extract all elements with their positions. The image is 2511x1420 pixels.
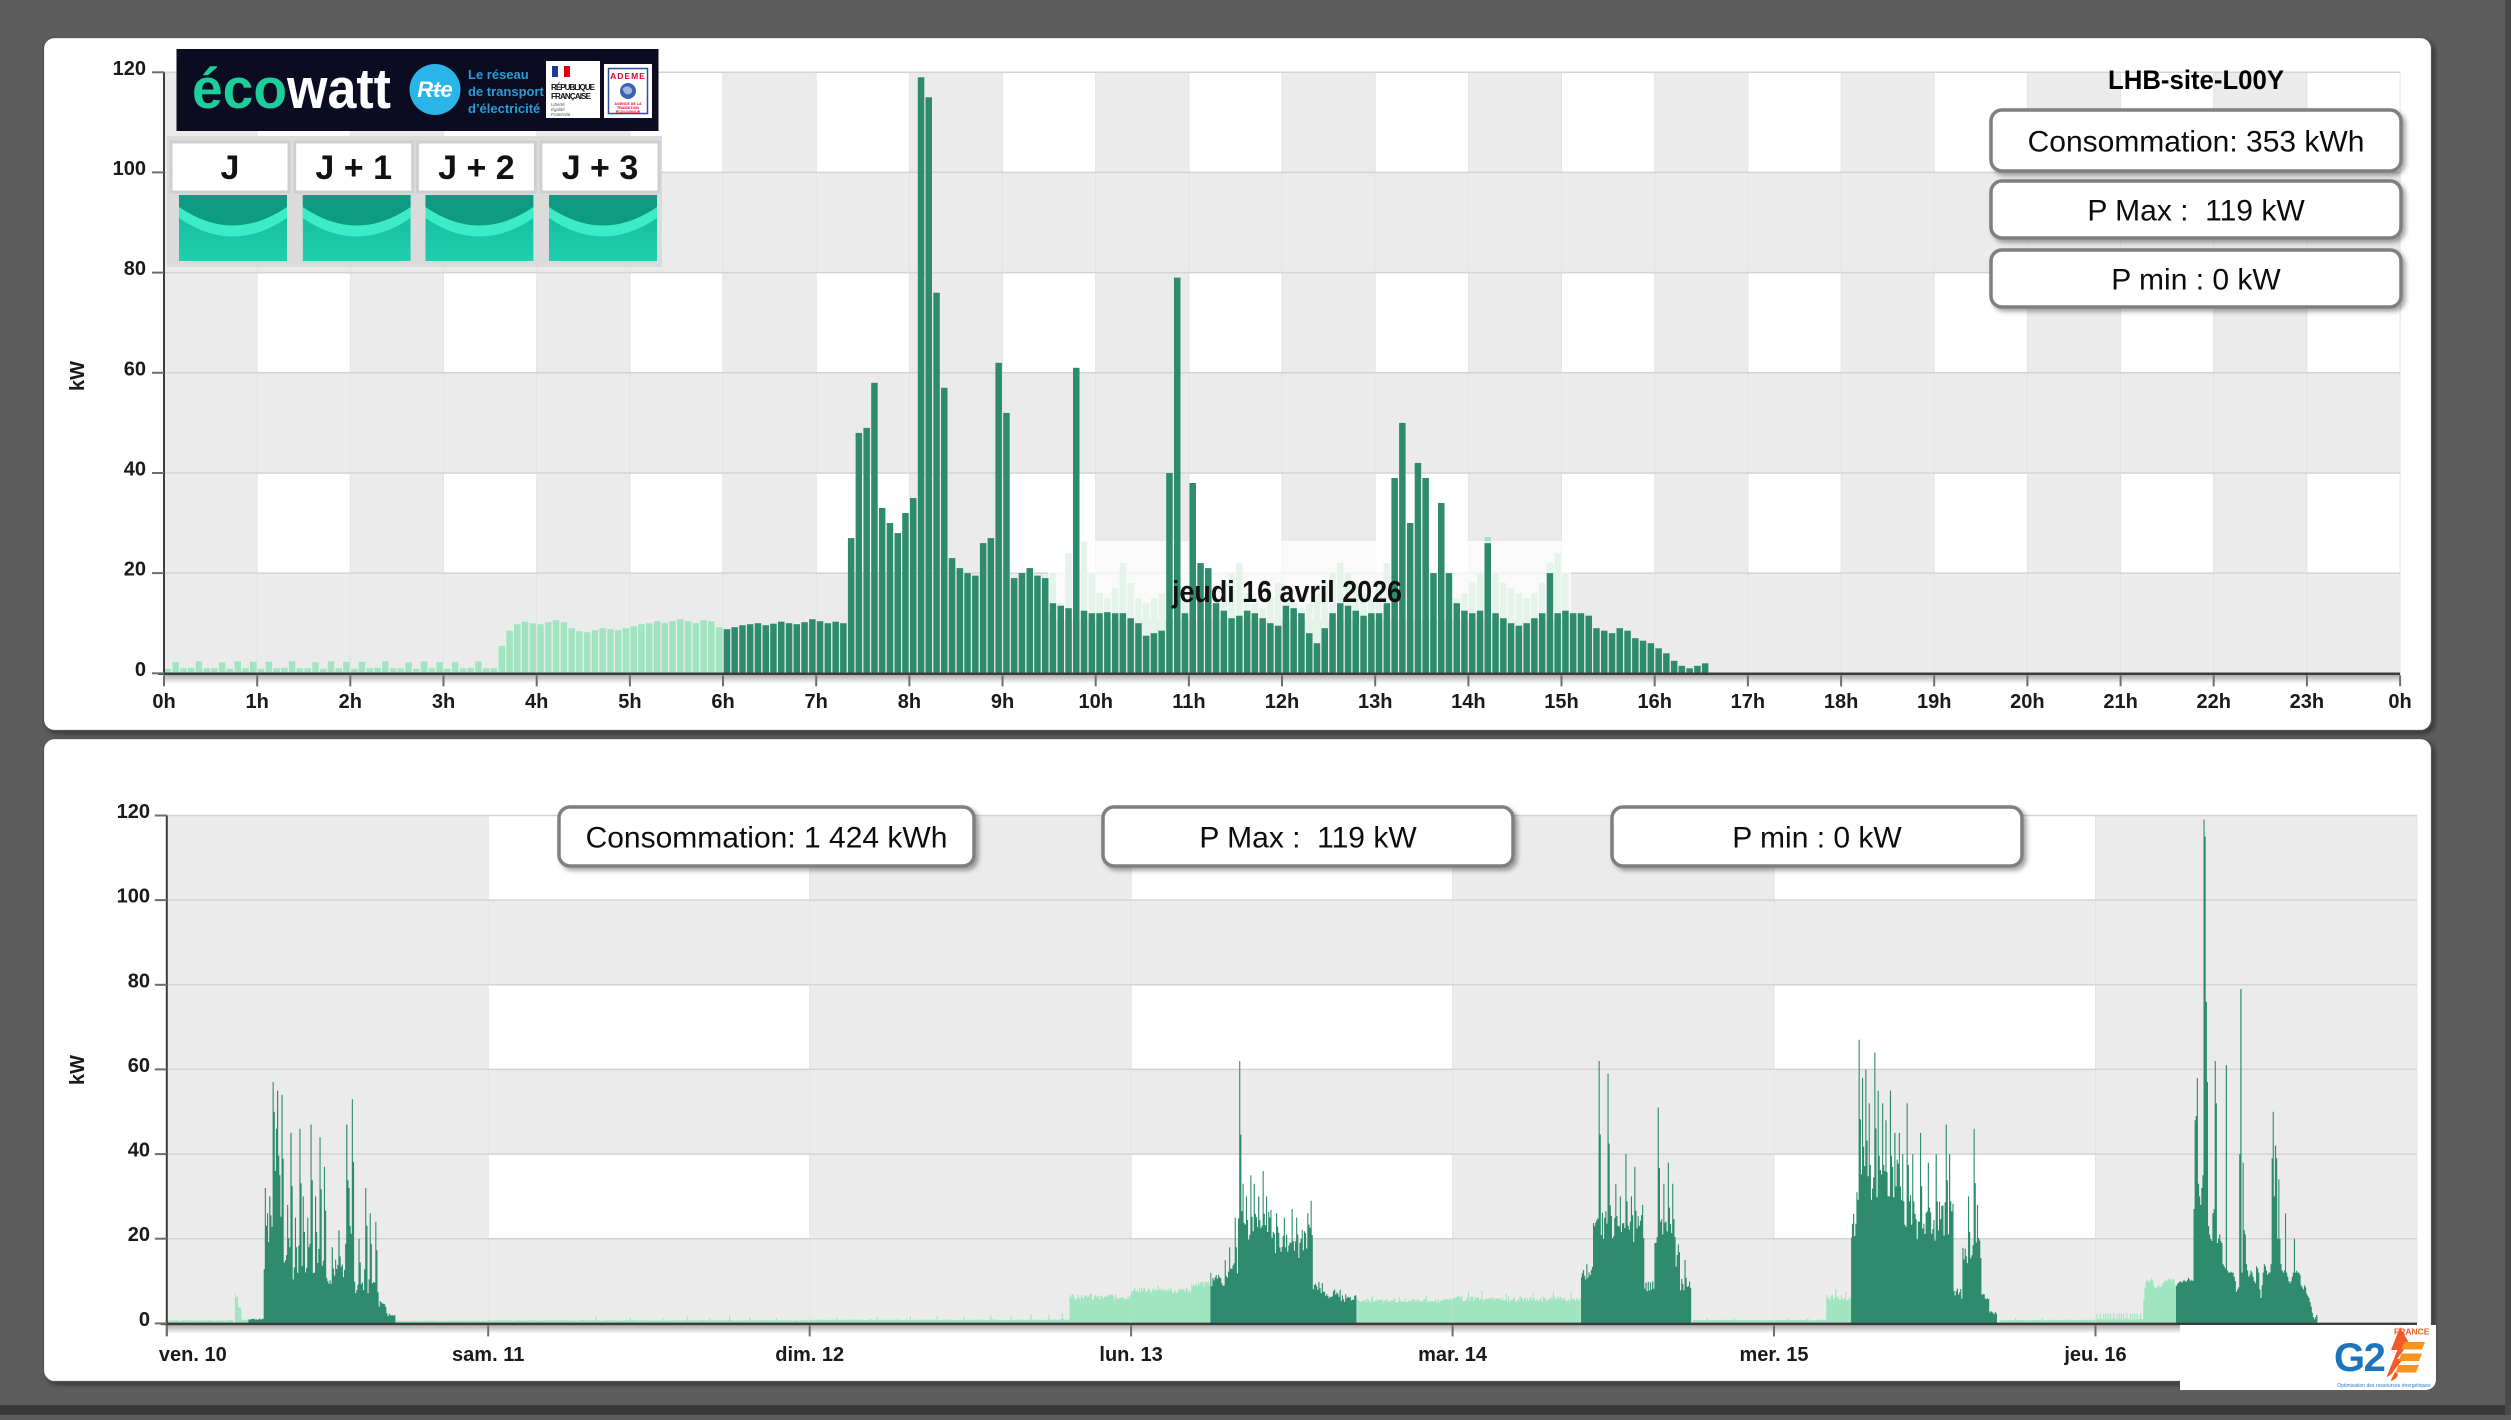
svg-text:100: 100 <box>113 158 146 180</box>
svg-text:sam. 11: sam. 11 <box>452 1344 524 1366</box>
svg-text:19h: 19h <box>1917 691 1951 713</box>
svg-text:Liberté: Liberté <box>551 102 565 107</box>
svg-text:TRANSITION: TRANSITION <box>617 106 639 110</box>
svg-text:20h: 20h <box>2010 691 2044 713</box>
svg-text:mar. 14: mar. 14 <box>1418 1344 1488 1366</box>
svg-text:dim. 12: dim. 12 <box>775 1344 844 1366</box>
svg-text:40: 40 <box>128 1140 150 1162</box>
svg-text:P min : 0 kW: P min : 0 kW <box>1732 821 1902 854</box>
svg-text:60: 60 <box>124 358 146 380</box>
svg-text:AGENCE DE LA: AGENCE DE LA <box>614 102 642 106</box>
svg-text:20: 20 <box>128 1224 150 1246</box>
svg-text:P Max : 119 kW: P Max : 119 kW <box>2087 194 2305 227</box>
svg-text:FRANCE: FRANCE <box>2394 1327 2430 1337</box>
svg-text:J + 3: J + 3 <box>562 149 639 187</box>
svg-text:14h: 14h <box>1451 691 1485 713</box>
svg-text:watt: watt <box>286 57 391 121</box>
svg-text:0: 0 <box>139 1309 150 1331</box>
svg-text:Optimisation des ressources én: Optimisation des ressources énergétiques <box>2337 1383 2431 1389</box>
svg-text:15h: 15h <box>1544 691 1578 713</box>
svg-text:lun. 13: lun. 13 <box>1099 1344 1162 1366</box>
svg-text:ÉCOLOGIQUE: ÉCOLOGIQUE <box>616 109 641 114</box>
svg-text:11h: 11h <box>1172 691 1205 713</box>
svg-text:80: 80 <box>128 970 150 992</box>
svg-text:8h: 8h <box>898 691 921 713</box>
svg-text:mer. 15: mer. 15 <box>1740 1344 1809 1366</box>
svg-text:6h: 6h <box>711 691 734 713</box>
svg-text:9h: 9h <box>991 691 1014 713</box>
svg-text:Consommation: 353 kWh: Consommation: 353 kWh <box>2028 125 2365 158</box>
svg-text:80: 80 <box>124 258 146 280</box>
svg-text:20: 20 <box>124 559 146 581</box>
svg-text:13h: 13h <box>1358 691 1392 713</box>
svg-text:G2: G2 <box>2334 1336 2385 1380</box>
svg-text:0h: 0h <box>2388 691 2411 713</box>
svg-text:kW: kW <box>67 361 89 391</box>
svg-text:P Max : 119 kW: P Max : 119 kW <box>1199 821 1417 854</box>
svg-text:0: 0 <box>135 659 146 681</box>
svg-text:de transport: de transport <box>468 84 545 99</box>
svg-text:P min : 0 kW: P min : 0 kW <box>2111 263 2281 296</box>
svg-text:Fraternité: Fraternité <box>551 112 571 117</box>
svg-text:LHB-site-L00Y: LHB-site-L00Y <box>2108 65 2284 95</box>
svg-text:d’électricité: d’électricité <box>468 101 540 116</box>
svg-text:22h: 22h <box>2196 691 2230 713</box>
svg-text:10h: 10h <box>1078 691 1112 713</box>
svg-text:jeudi 16 avril 2026: jeudi 16 avril 2026 <box>1171 574 1402 609</box>
svg-text:Égalité: Égalité <box>551 106 565 112</box>
svg-text:23h: 23h <box>2290 691 2324 713</box>
svg-text:RÉPUBLIQUE: RÉPUBLIQUE <box>551 83 596 92</box>
svg-text:3h: 3h <box>432 691 455 713</box>
svg-text:J: J <box>221 149 240 187</box>
svg-text:1h: 1h <box>246 691 269 713</box>
svg-text:J + 2: J + 2 <box>438 149 515 187</box>
svg-text:éco: éco <box>192 57 287 121</box>
svg-text:21h: 21h <box>2103 691 2137 713</box>
svg-text:ven. 10: ven. 10 <box>159 1344 227 1366</box>
svg-text:120: 120 <box>117 801 150 823</box>
svg-text:4h: 4h <box>525 691 548 713</box>
svg-text:120: 120 <box>113 58 146 80</box>
svg-text:FRANÇAISE: FRANÇAISE <box>551 92 592 101</box>
svg-text:Rte: Rte <box>417 77 452 102</box>
svg-text:16h: 16h <box>1637 691 1671 713</box>
svg-text:Consommation: 1 424 kWh: Consommation: 1 424 kWh <box>586 821 948 854</box>
svg-text:jeu. 16: jeu. 16 <box>2063 1344 2126 1366</box>
svg-text:0h: 0h <box>152 691 175 713</box>
svg-text:17h: 17h <box>1731 691 1765 713</box>
svg-text:5h: 5h <box>618 691 641 713</box>
svg-text:J + 1: J + 1 <box>315 149 392 187</box>
svg-text:12h: 12h <box>1265 691 1299 713</box>
svg-text:100: 100 <box>117 886 150 908</box>
svg-text:ADEME: ADEME <box>610 71 646 81</box>
svg-text:Le réseau: Le réseau <box>468 67 529 82</box>
svg-text:2h: 2h <box>339 691 362 713</box>
svg-text:7h: 7h <box>805 691 828 713</box>
svg-text:18h: 18h <box>1824 691 1858 713</box>
svg-text:kW: kW <box>67 1055 89 1085</box>
svg-text:60: 60 <box>128 1055 150 1077</box>
svg-text:40: 40 <box>124 459 146 481</box>
